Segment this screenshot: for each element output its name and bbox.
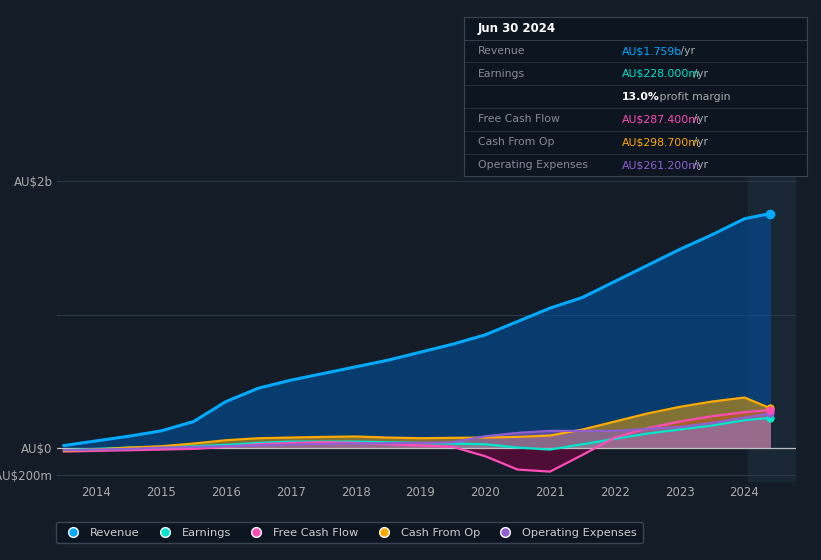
Text: AU$298.700m: AU$298.700m xyxy=(621,137,699,147)
Text: Revenue: Revenue xyxy=(478,46,525,56)
Text: AU$261.200m: AU$261.200m xyxy=(621,160,699,170)
Text: 13.0%: 13.0% xyxy=(621,92,659,101)
Text: profit margin: profit margin xyxy=(656,92,731,101)
Text: AU$1.759b: AU$1.759b xyxy=(621,46,682,56)
Text: /yr: /yr xyxy=(690,69,708,79)
Text: /yr: /yr xyxy=(677,46,695,56)
Text: AU$287.400m: AU$287.400m xyxy=(621,114,699,124)
Text: Cash From Op: Cash From Op xyxy=(478,137,554,147)
Text: Free Cash Flow: Free Cash Flow xyxy=(478,114,559,124)
Text: Earnings: Earnings xyxy=(478,69,525,79)
Legend: Revenue, Earnings, Free Cash Flow, Cash From Op, Operating Expenses: Revenue, Earnings, Free Cash Flow, Cash … xyxy=(56,522,643,543)
Text: /yr: /yr xyxy=(690,160,708,170)
Text: Operating Expenses: Operating Expenses xyxy=(478,160,588,170)
Bar xyxy=(748,168,796,482)
Text: Jun 30 2024: Jun 30 2024 xyxy=(478,22,556,35)
Text: /yr: /yr xyxy=(690,137,708,147)
Text: AU$228.000m: AU$228.000m xyxy=(621,69,699,79)
Text: /yr: /yr xyxy=(690,114,708,124)
